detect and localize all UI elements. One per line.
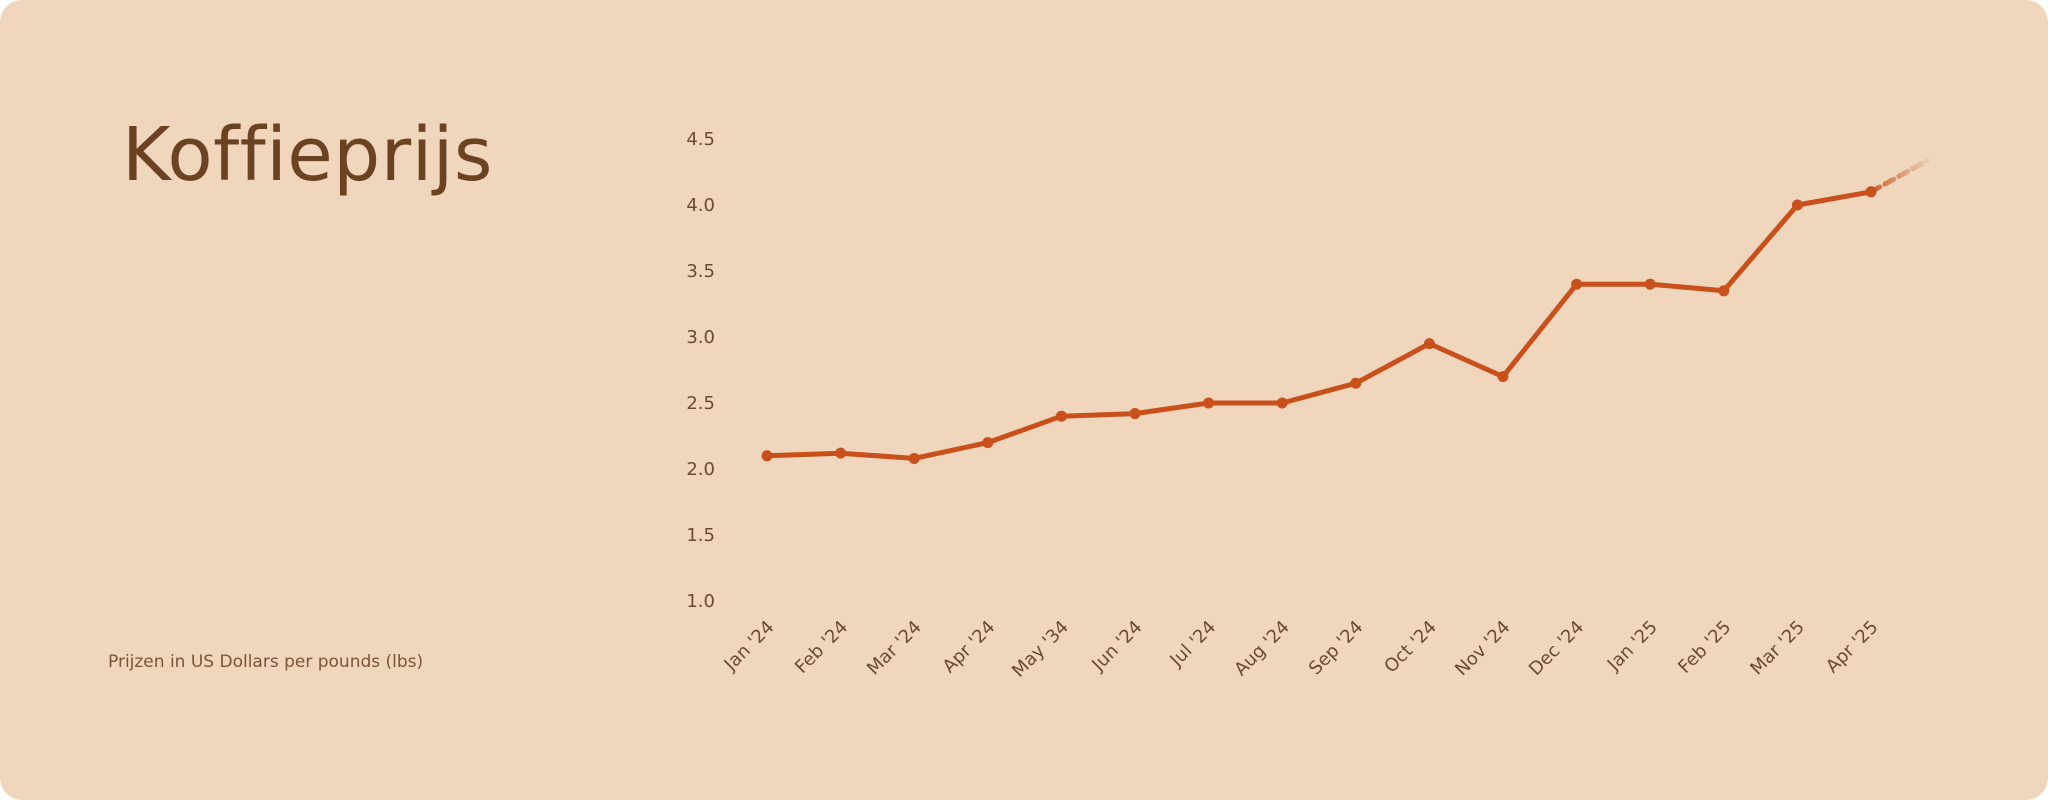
x-tick-label: Nov '24 xyxy=(1451,617,1514,680)
data-point xyxy=(761,450,773,462)
trend-continuation xyxy=(1868,158,1930,195)
y-axis-ticks: 1.0 1.5 2.0 2.5 3.0 3.5 4.0 4.5 xyxy=(686,129,715,612)
x-axis-ticks: Jan '24 Feb '24 Mar '24 Apr '24 May '34 Jun '… xyxy=(720,617,1883,682)
data-point xyxy=(908,452,920,464)
x-tick-label: Feb '24 xyxy=(791,617,852,678)
y-tick-label: 1.5 xyxy=(686,525,715,546)
x-tick-label: Apr '25 xyxy=(1822,617,1883,678)
y-tick-label: 3.0 xyxy=(686,327,715,348)
series-layer xyxy=(761,158,1930,464)
data-point xyxy=(1791,199,1803,211)
x-tick-label: Feb '25 xyxy=(1674,617,1735,678)
x-tick-label: Mar '24 xyxy=(863,617,926,680)
x-tick-label: Dec '24 xyxy=(1525,617,1588,680)
data-point xyxy=(835,447,847,459)
x-tick-label: Sep '24 xyxy=(1305,617,1368,680)
y-tick-label: 4.5 xyxy=(686,129,715,150)
x-tick-label: Jan '25 xyxy=(1603,617,1662,676)
data-point xyxy=(1571,278,1583,290)
x-tick-label: Apr '24 xyxy=(939,617,1000,678)
data-point xyxy=(1350,377,1362,389)
x-tick-label: Aug '24 xyxy=(1230,617,1293,680)
x-tick-label: Jan '24 xyxy=(720,617,779,676)
x-tick-label: Jul '24 xyxy=(1165,617,1220,672)
x-tick-label: Mar '25 xyxy=(1746,617,1809,680)
y-tick-label: 2.5 xyxy=(686,393,715,414)
data-point xyxy=(1276,397,1288,409)
y-tick-label: 2.0 xyxy=(686,459,715,480)
y-tick-label: 4.0 xyxy=(686,195,715,216)
data-point xyxy=(1129,408,1141,420)
x-tick-label: Jun '24 xyxy=(1087,617,1146,676)
data-point xyxy=(1644,278,1656,290)
y-tick-label: 3.5 xyxy=(686,261,715,282)
data-point xyxy=(1497,371,1509,383)
data-point xyxy=(1203,397,1215,409)
data-point xyxy=(982,437,994,449)
data-point xyxy=(1055,410,1067,422)
data-point xyxy=(1423,338,1435,350)
y-tick-label: 1.0 xyxy=(686,591,715,612)
data-point xyxy=(1718,285,1730,297)
chart-title: Koffieprijs xyxy=(122,112,493,198)
data-point xyxy=(1865,186,1877,198)
series-line xyxy=(764,189,1874,461)
x-tick-label: Oct '24 xyxy=(1380,617,1441,678)
x-tick-label: May '34 xyxy=(1008,617,1073,682)
chart-note: Prijzen in US Dollars per pounds (lbs) xyxy=(108,652,424,672)
